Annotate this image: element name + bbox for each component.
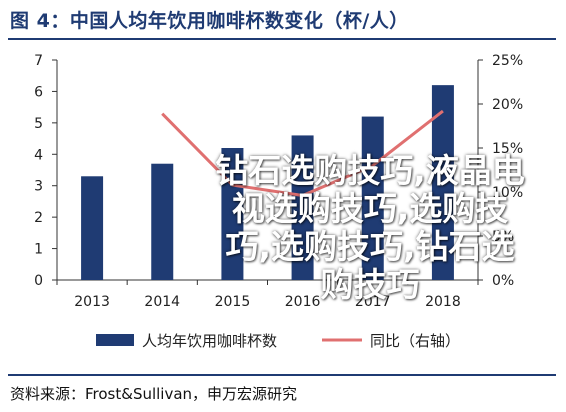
y-left-tick-label: 4 xyxy=(34,147,43,163)
y-right-tick-label: 20% xyxy=(492,97,523,113)
x-tick-label: 2014 xyxy=(144,294,180,310)
line-series xyxy=(161,109,444,198)
y-left-tick-label: 3 xyxy=(34,179,43,195)
y-right-tick-label: 25% xyxy=(492,53,523,69)
x-tick-label: 2017 xyxy=(355,294,391,310)
y-left-tick-label: 6 xyxy=(34,84,43,100)
bottom-rule xyxy=(8,374,556,376)
bar-series xyxy=(81,85,454,281)
y-right-tick-label: 0% xyxy=(492,273,514,289)
title-rule xyxy=(8,38,556,40)
legend-label-line: 同比（右轴） xyxy=(370,332,460,350)
x-tick-label: 2016 xyxy=(285,294,321,310)
source-note: 资料来源：Frost&Sullivan，申万宏源研究 xyxy=(10,385,298,403)
y-left-tick-label: 2 xyxy=(34,210,43,226)
legend-swatch-bar xyxy=(96,334,134,346)
y-right-tick-label: 5% xyxy=(492,229,514,245)
chart-legend: 人均年饮用咖啡杯数 同比（右轴） xyxy=(96,332,460,350)
y-left-tick-label: 0 xyxy=(34,273,43,289)
chart-axes xyxy=(52,59,483,285)
y-right-tick-label: 15% xyxy=(492,141,523,157)
chart-title: 图 4：中国人均年饮用咖啡杯数变化（杯/人） xyxy=(10,10,409,32)
legend-label-bar: 人均年饮用咖啡杯数 xyxy=(142,332,277,350)
series-line xyxy=(161,109,444,198)
y-left-tick-label: 1 xyxy=(34,242,43,258)
x-tick-label: 2018 xyxy=(425,294,461,310)
y-left-tick-label: 5 xyxy=(34,116,43,132)
x-tick-label: 2013 xyxy=(74,294,110,310)
bar xyxy=(431,85,454,281)
tick-labels: 0 1 2 3 4 5 6 7 0% 5% 10% 15% 20% 25% 2013 2014 2015 2016… xyxy=(34,53,523,310)
bar xyxy=(151,163,174,280)
y-left-tick-label: 7 xyxy=(34,53,43,69)
y-right-tick-label: 10% xyxy=(492,185,523,201)
watermark-text: 钻石选购技巧,液晶电视选购技巧,选购技巧,选购技巧,钻石选购技巧 xyxy=(215,151,525,304)
x-tick-label: 2015 xyxy=(215,294,251,310)
bar xyxy=(81,176,104,280)
bar xyxy=(291,135,314,280)
bar xyxy=(361,116,384,280)
